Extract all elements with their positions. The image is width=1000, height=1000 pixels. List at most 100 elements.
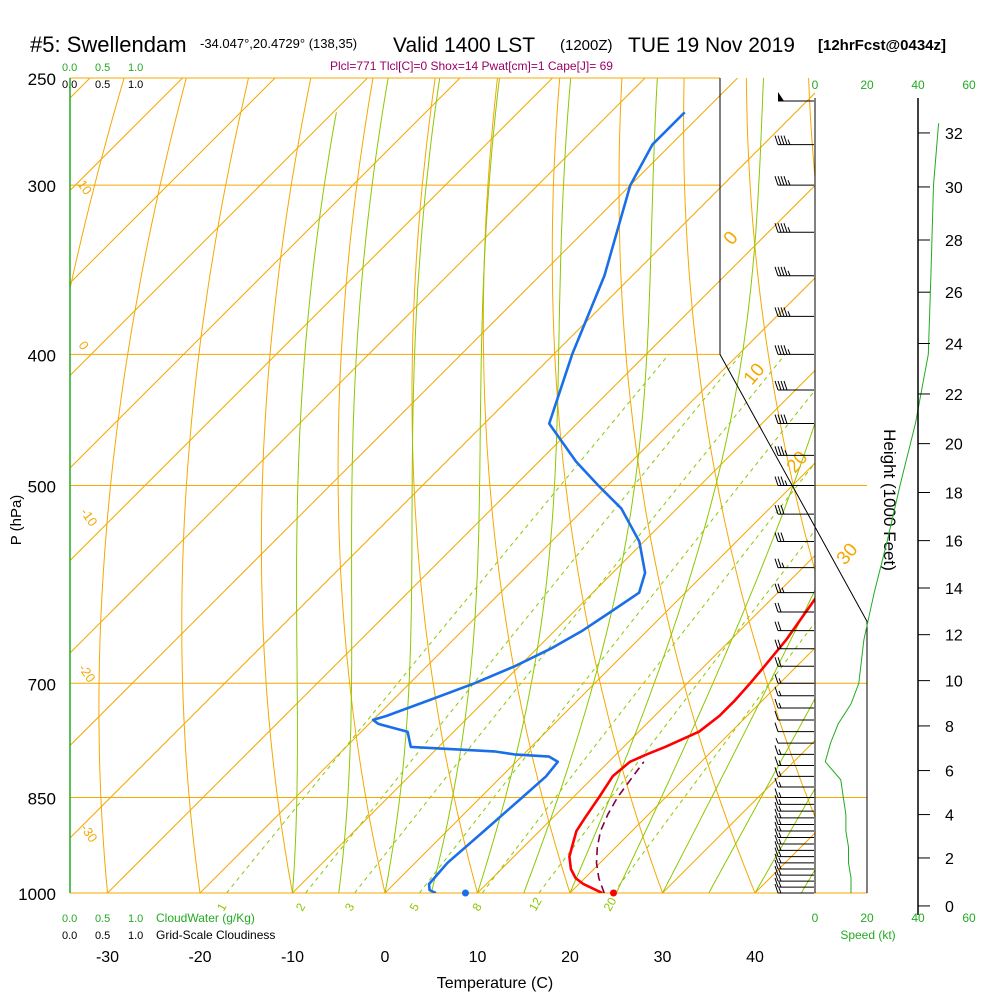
dry-adiabat-line xyxy=(551,78,663,893)
cloudwater-bottom-2: 1.0 xyxy=(128,913,143,925)
wind-barb-feather xyxy=(777,135,782,145)
mixing-ratio-label: 3 xyxy=(342,900,358,913)
wind-barb-half-feather xyxy=(781,587,785,593)
dry-adiabat-line xyxy=(482,78,571,893)
wind-barb-feather xyxy=(774,686,779,696)
wind-barb-half-feather xyxy=(787,349,791,355)
wind-barb-half-feather xyxy=(784,450,788,456)
height-tick-label: 4 xyxy=(945,808,954,825)
dry-adiabat-labels: 10 0 -10 -20 -30 0 10 20 30 xyxy=(75,177,863,845)
speed-top-tick-0: 0 xyxy=(812,78,819,92)
cloudiness-bottom-2: 1.0 xyxy=(128,930,143,942)
moist-adiabat-line xyxy=(523,78,658,893)
moist-adiabat-line xyxy=(384,78,441,893)
wind-barb-half-feather xyxy=(778,812,782,819)
dry-adiabat-line xyxy=(337,78,386,893)
dry-adiabat-label-right: 10 xyxy=(740,360,770,390)
wind-speed-profile xyxy=(824,123,940,893)
isotherm-line xyxy=(70,78,368,377)
wind-barb-feather xyxy=(777,380,782,391)
wind-barb xyxy=(774,841,814,851)
dry-adiabat-line xyxy=(260,78,312,893)
wind-barb xyxy=(774,476,814,486)
wind-barb xyxy=(774,686,814,697)
wind-barb-feather xyxy=(774,674,779,684)
pressure-tick-label: 400 xyxy=(28,346,56,365)
wind-barb-feather xyxy=(774,801,779,812)
isobars xyxy=(70,77,867,894)
temperature-tick-label: -30 xyxy=(96,949,119,966)
isotherm-line xyxy=(70,78,461,469)
wind-barb-feather xyxy=(780,223,785,233)
wind-barb xyxy=(774,859,814,870)
valid-time: Valid 1400 LST xyxy=(393,34,535,57)
wind-barb-half-feather xyxy=(778,875,782,882)
dry-adiabat-label-left: 10 xyxy=(75,177,96,197)
wind-barb-feather xyxy=(774,710,779,721)
dry-adiabat-line xyxy=(411,78,478,893)
wind-barb-feather xyxy=(774,815,779,825)
wind-barb-half-feather xyxy=(778,799,782,805)
stability-indices: Plcl=771 Tlcl[C]=0 Shox=14 Pwat[cm]=1 Ca… xyxy=(330,59,613,73)
wind-barb-half-feather xyxy=(778,805,782,812)
dry-adiabat-label-left: 0 xyxy=(76,338,92,353)
wind-barb-half-feather xyxy=(784,480,788,486)
forecast-info: [12hrFcst@0434z] xyxy=(818,37,946,54)
temperature-tick-label: -20 xyxy=(188,949,211,966)
temperature-tick-label: 0 xyxy=(381,949,390,966)
wind-barb-feather xyxy=(780,446,785,456)
wind-barb-feather xyxy=(774,135,779,145)
wind-barb-feather xyxy=(774,767,779,777)
wind-barb xyxy=(774,583,814,594)
wind-barb-feather xyxy=(774,505,779,515)
speed-axis-bottom: 0 20 40 60 Speed (kt) xyxy=(812,911,976,942)
wind-barb xyxy=(774,788,814,798)
wind-barb xyxy=(774,865,814,876)
temperature-tick-label: -10 xyxy=(281,949,304,966)
wind-barb-feather xyxy=(774,821,779,832)
speed-top-tick-1: 20 xyxy=(860,78,874,92)
moist-adiabat-line xyxy=(430,78,500,893)
wind-barb-half-feather xyxy=(778,760,782,766)
wind-barb xyxy=(774,135,814,146)
pressure-tick-label: 1000 xyxy=(18,885,56,904)
wind-barb-half-feather xyxy=(778,690,782,696)
x-axis-title: Temperature (C) xyxy=(437,975,553,992)
thermo-lines xyxy=(70,78,815,893)
dewpoint-profile xyxy=(371,111,686,893)
zulu-time: (1200Z) xyxy=(560,37,613,54)
wind-barb-feather xyxy=(777,476,782,486)
wind-barb xyxy=(774,414,814,425)
wind-barb-feather xyxy=(783,380,788,391)
temperature-tick-label: 30 xyxy=(654,949,672,966)
dry-adiabat-line xyxy=(98,78,187,893)
wind-barb-feather xyxy=(783,307,788,317)
wind-barb xyxy=(774,877,814,888)
cloud-scale-bottom: 0.0 0.5 1.0 CloudWater (g/Kg) 0.0 0.5 1.… xyxy=(62,911,275,942)
wind-barb-half-feather xyxy=(778,771,782,777)
cloud-scale-top: 0.0 0.5 1.0 0.0 0.5 1.0 xyxy=(62,62,143,91)
wind-barb xyxy=(774,883,814,894)
surface-temperature-marker xyxy=(609,889,617,897)
speed-bottom-tick-1: 20 xyxy=(860,911,874,925)
wind-barb-feather xyxy=(774,698,779,709)
wind-barb-half-feather xyxy=(787,227,791,233)
mixing-ratio-line xyxy=(613,621,815,893)
wind-barb-half-feather xyxy=(787,139,791,145)
wind-barb-feather xyxy=(777,446,782,456)
mixing-ratio-label: 20 xyxy=(601,895,620,914)
pressure-tick-label: 250 xyxy=(28,70,56,89)
wind-barb-feather xyxy=(783,176,788,186)
speed-bottom-tick-0: 0 xyxy=(812,911,819,925)
wind-barb-feather xyxy=(780,176,785,186)
wind-barb xyxy=(774,532,814,543)
wind-barb xyxy=(774,795,814,805)
wind-barb-half-feather xyxy=(787,270,791,276)
speed-top-tick-3: 60 xyxy=(962,78,976,92)
wind-barb xyxy=(774,621,814,632)
height-tick-label: 24 xyxy=(945,337,963,354)
wind-barb-half-feather xyxy=(778,863,782,870)
mixing-ratio-label: 2 xyxy=(293,900,309,913)
wind-barb-half-feather xyxy=(781,562,785,568)
